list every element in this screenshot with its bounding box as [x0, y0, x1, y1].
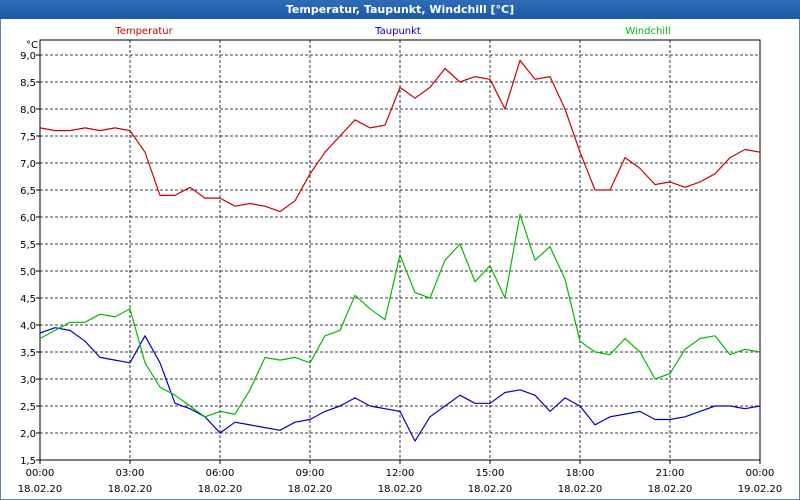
y-tick-label: 2,5 [20, 402, 36, 413]
x-tick-date: 18.02.20 [18, 484, 63, 495]
x-tick-time: 00:00 [26, 468, 55, 479]
y-tick-label: 4,5 [20, 294, 36, 305]
grid [39, 39, 761, 461]
y-tick-label: 8,0 [20, 105, 36, 116]
y-tick-label: 6,5 [20, 186, 36, 197]
x-tick-date: 18.02.20 [108, 484, 153, 495]
x-tick-time: 12:00 [386, 468, 415, 479]
y-tick-label: 7,5 [20, 132, 36, 143]
y-tick-label: 1,5 [20, 456, 36, 467]
x-tick-time: 00:00 [746, 468, 775, 479]
x-tick-time: 15:00 [476, 468, 505, 479]
y-tick-label: 3,5 [20, 348, 36, 359]
y-tick-label: 5,0 [20, 267, 36, 278]
series-line-taupunkt [39, 327, 761, 442]
window-title: Temperatur, Taupunkt, Windchill [°C] [0, 0, 800, 19]
legend-entry-temperatur: Temperatur [114, 26, 173, 37]
y-tick-label: 6,0 [20, 213, 36, 224]
x-axis: 00:00 18.02.20 03:00 18.02.20 06:00 18.02.20 0… [18, 460, 783, 495]
x-tick-date: 19.02.20 [738, 484, 783, 495]
x-tick-time: 09:00 [296, 468, 325, 479]
series-line-windchill [39, 213, 761, 418]
y-tick-label: 2,0 [20, 429, 36, 440]
x-tick-date: 18.02.20 [288, 484, 333, 495]
series-group [39, 59, 761, 442]
y-tick-label: 4,0 [20, 321, 36, 332]
x-tick-date: 18.02.20 [378, 484, 423, 495]
x-tick-time: 06:00 [206, 468, 235, 479]
x-tick-date: 18.02.20 [468, 484, 513, 495]
x-tick-time: 21:00 [656, 468, 685, 479]
y-tick-label: 3,0 [20, 375, 36, 386]
y-axis-label: °C [26, 40, 38, 51]
x-tick-time: 18:00 [566, 468, 595, 479]
y-tick-label: 7,0 [20, 159, 36, 170]
y-tick-label: 5,5 [20, 240, 36, 251]
y-tick-label: 8,5 [20, 78, 36, 89]
y-tick-label: 9,0 [20, 51, 36, 62]
legend-entry-windchill: Windchill [625, 26, 670, 37]
x-tick-date: 18.02.20 [558, 484, 603, 495]
x-tick-date: 18.02.20 [198, 484, 243, 495]
x-tick-date: 18.02.20 [648, 484, 693, 495]
x-tick-time: 03:00 [116, 468, 145, 479]
y-axis: 1,5 2,0 2,5 3,0 3,5 4,0 4,5 5,0 5,5 6,0 6,5 7,0 7,5 8… [20, 51, 40, 467]
legend-entry-taupunkt: Taupunkt [374, 26, 421, 37]
legend: Temperatur Taupunkt Windchill [114, 26, 670, 37]
series-line-temperatur [39, 59, 761, 213]
